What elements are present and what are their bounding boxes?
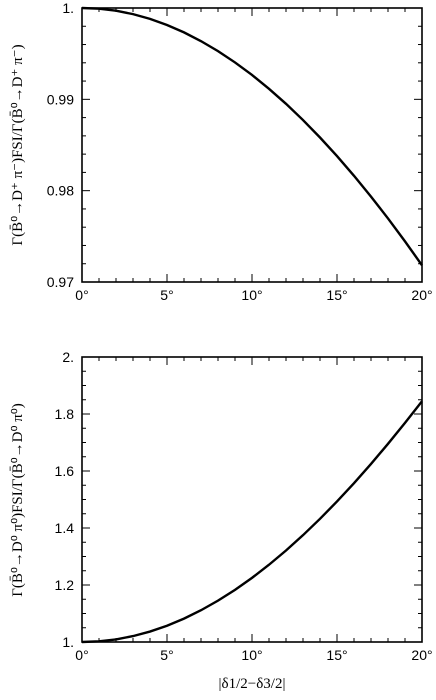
top-y-tick-label: 0.97 <box>47 274 74 290</box>
bottom-tick-labels: 0° 5° 10° 15° 20° 1. 1.2 1.4 1.6 1.8 2. <box>55 349 433 663</box>
top-x-tick-label: 5° <box>160 287 173 303</box>
bottom-y-axis-label: Γ(B̄⁰→D⁰ π⁰)FSI/Γ(B̄⁰→D⁰ π⁰) <box>10 403 26 597</box>
bottom-tick-marks <box>81 356 423 643</box>
bottom-y-tick-label: 1. <box>62 634 74 650</box>
top-y-axis-label: Γ(B̄⁰→D⁺ π⁻)FSI/Γ(B̄⁰→D⁺ π⁻) <box>10 44 26 245</box>
bottom-x-tick-label: 0° <box>75 647 88 663</box>
top-y-tick-label: 0.98 <box>47 183 74 199</box>
top-panel: 0° 5° 10° 15° 20° 0.97 0.98 0.99 1. Γ(B̄⁰→D⁺ π⁻)… <box>10 0 433 303</box>
top-x-tick-label: 0° <box>75 287 88 303</box>
bottom-y-tick-label: 1.2 <box>55 577 75 593</box>
top-x-tick-label: 15° <box>326 287 347 303</box>
top-y-tick-label: 1. <box>62 0 74 16</box>
bottom-y-tick-label: 1.8 <box>55 406 75 422</box>
top-series-line <box>81 6 423 266</box>
top-x-tick-label: 20° <box>411 287 432 303</box>
bottom-plot-frame <box>81 356 423 643</box>
top-y-tick-label: 0.99 <box>47 91 74 107</box>
bottom-x-tick-label: 5° <box>160 647 173 663</box>
top-tick-marks <box>81 7 423 283</box>
bottom-panel: 0° 5° 10° 15° 20° 1. 1.2 1.4 1.6 1.8 2. Γ(B̄⁰→D⁰ π… <box>10 349 433 692</box>
top-plot-frame <box>81 7 423 283</box>
bottom-y-tick-label: 2. <box>62 349 74 365</box>
top-tick-labels: 0° 5° 10° 15° 20° 0.97 0.98 0.99 1. <box>47 0 433 303</box>
bottom-x-tick-label: 10° <box>241 647 262 663</box>
top-x-tick-label: 10° <box>241 287 262 303</box>
bottom-x-axis-label: |δ1/2−δ3/2| <box>219 676 286 692</box>
bottom-series-line <box>81 400 423 644</box>
bottom-x-tick-label: 15° <box>326 647 347 663</box>
bottom-y-tick-label: 1.6 <box>55 463 75 479</box>
bottom-y-tick-label: 1.4 <box>55 520 75 536</box>
bottom-x-tick-label: 20° <box>411 647 432 663</box>
